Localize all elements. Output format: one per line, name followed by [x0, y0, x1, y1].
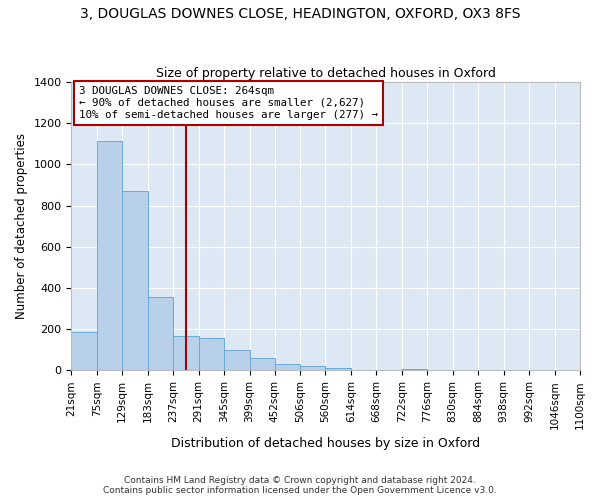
Bar: [122, 191, 148, 370]
Bar: [300, 366, 325, 370]
Bar: [224, 350, 250, 370]
Text: 3 DOUGLAS DOWNES CLOSE: 264sqm
← 90% of detached houses are smaller (2,627)
10% : 3 DOUGLAS DOWNES CLOSE: 264sqm ← 90% of …: [79, 86, 378, 120]
Bar: [148, 297, 173, 370]
Bar: [173, 336, 199, 370]
Bar: [325, 368, 351, 370]
Text: 3, DOUGLAS DOWNES CLOSE, HEADINGTON, OXFORD, OX3 8FS: 3, DOUGLAS DOWNES CLOSE, HEADINGTON, OXF…: [80, 8, 520, 22]
Y-axis label: Number of detached properties: Number of detached properties: [15, 133, 28, 319]
Title: Size of property relative to detached houses in Oxford: Size of property relative to detached ho…: [156, 66, 496, 80]
Text: Contains HM Land Registry data © Crown copyright and database right 2024.
Contai: Contains HM Land Registry data © Crown c…: [103, 476, 497, 495]
Bar: [250, 358, 275, 370]
Bar: [275, 364, 300, 370]
Bar: [97, 140, 122, 370]
Bar: [71, 332, 97, 370]
X-axis label: Distribution of detached houses by size in Oxford: Distribution of detached houses by size …: [171, 437, 480, 450]
Bar: [199, 338, 224, 370]
